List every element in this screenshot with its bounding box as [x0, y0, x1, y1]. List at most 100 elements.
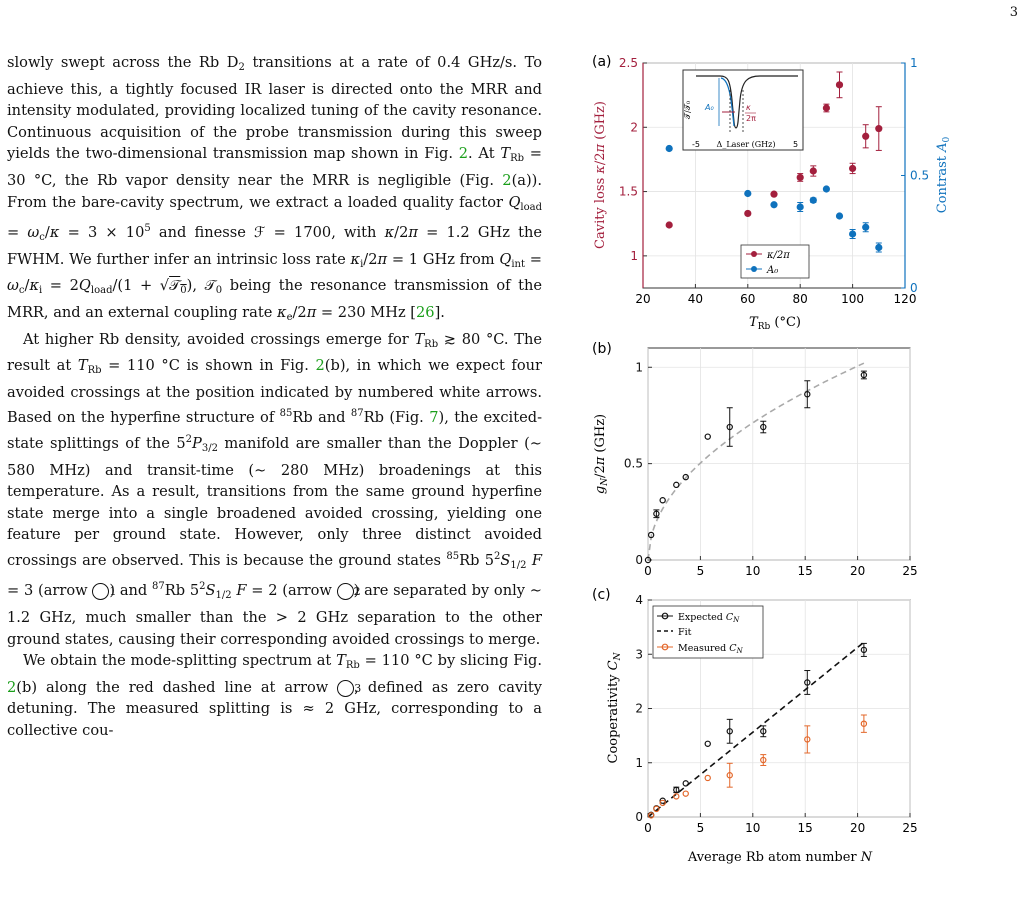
panel-a-ytick-right: 0 [910, 281, 918, 295]
panel-label-b: (b) [592, 341, 612, 357]
panel-b-ytick: 0 [635, 553, 643, 567]
panel-a-ytick-right: 1 [910, 56, 918, 70]
panel-a-kappa-point [809, 167, 817, 175]
panel-b-point [704, 433, 711, 440]
panel-c-expected-point [659, 797, 666, 804]
panel-a-ylabel-left: Cavity loss κ/2π (GHz) [593, 101, 608, 249]
panel-a-xlabel: TRb (°C) [749, 315, 801, 332]
legend-fit: Fit [678, 627, 692, 638]
panel-a-contrast-point [822, 185, 830, 193]
body-text-column: slowly swept across the Rb D2 transition… [7, 52, 542, 742]
panel-b-xtick: 15 [798, 564, 813, 578]
panel-c-fit-line [647, 641, 865, 818]
inset-ylabel: 𝒯/𝒯₀ [683, 101, 692, 119]
inset-label-a0: A₀ [704, 103, 714, 112]
page-number: 3 [1009, 5, 1018, 20]
panel-b-point [726, 423, 733, 431]
panel-c-expected-point [682, 780, 689, 787]
panel-a-kappa-point [770, 190, 778, 198]
panel-b-point [860, 371, 868, 379]
panel-a-xtick: 120 [894, 292, 917, 306]
panel-a-contrast-point [665, 144, 673, 153]
panel-c-ytick: 1 [635, 756, 643, 770]
inset-xlabel: Δ_Laser (GHz) [717, 140, 776, 149]
panel-a-kappa-point [849, 164, 857, 173]
panel-a-ytick: 1.5 [619, 185, 638, 199]
panel-c-xtick: 5 [697, 821, 705, 835]
panel-c-legend: Expected CN Fit Measured CN [652, 605, 764, 659]
panel-c-xtick: 10 [745, 821, 760, 835]
panel-c-xtick: 20 [850, 821, 865, 835]
inset-label-kappa: κ [746, 103, 751, 112]
paragraph-3: We obtain the mode-splitting spectrum at… [7, 652, 542, 740]
panel-c-measured-point [647, 812, 655, 819]
panel-c-xlabel: Average Rb atom number N [687, 850, 873, 865]
panel-a-kappa-point [796, 173, 804, 182]
panel-c-expected-point [804, 679, 811, 686]
panel-a-legend: κ/2π A₀ [740, 244, 810, 279]
panel-b-ytick: 1 [635, 360, 643, 374]
panel-a-xtick: 20 [635, 292, 650, 306]
panel-a-contrast-point [744, 189, 752, 198]
panel-c-measured-point [726, 772, 733, 779]
panel-c-measured-point [673, 793, 680, 800]
panel-b-point [682, 473, 689, 481]
panel-b-point [653, 510, 660, 517]
panel-a-kappa-point [744, 209, 752, 218]
panel-c-xtick: 0 [644, 821, 652, 835]
panel-c-ytick: 3 [635, 647, 643, 661]
paragraph-2: At higher Rb density, avoided crossings … [7, 330, 543, 648]
panel-a-contrast-point [875, 243, 883, 252]
panel-a-kappa-point [835, 81, 844, 89]
panel-a-contrast-point [862, 223, 870, 231]
panel-b-axes-box [647, 347, 911, 561]
panel-c-ytick: 2 [635, 702, 643, 716]
panel-label-a: (a) [592, 54, 612, 70]
panel-c-xtick: 25 [902, 821, 917, 835]
panel-b-xtick: 25 [902, 564, 917, 578]
panel-a-ylabel-right: Contrast A0 [935, 136, 952, 213]
panel-c: (c) 0 5 10 15 20 25 0 1 2 3 4 Average Rb atom numb… [592, 587, 918, 865]
panel-a-xtick: 40 [688, 292, 703, 306]
panel-a-contrast-point [770, 201, 778, 209]
panel-a-kappa-point [665, 221, 673, 229]
panel-c-ytick: 4 [635, 593, 643, 607]
panel-c-expected-point [704, 740, 711, 747]
panel-a-ytick: 2.5 [619, 56, 638, 70]
legend-kappa: κ/2π [766, 250, 790, 261]
panel-b-fit-curve [647, 362, 865, 561]
panel-b-xtick: 0 [644, 564, 652, 578]
panel-a-ytick: 2 [630, 120, 638, 134]
panel-b-ylabel: gN/2π (GHz) [593, 414, 610, 494]
inset-label-2pi: 2π [746, 114, 756, 123]
panel-c-measured-point [682, 790, 689, 797]
panel-c-xtick: 15 [798, 821, 813, 835]
panel-a-xtick: 100 [841, 292, 864, 306]
panel-a-contrast-point [849, 230, 857, 238]
panel-a-ytick: 1 [630, 249, 638, 263]
panel-b-point [760, 423, 767, 431]
panel-b-point [673, 481, 680, 489]
panel-a-xtick: 60 [740, 292, 755, 306]
panel-c-measured-point [760, 756, 767, 764]
legend-a0: A₀ [766, 265, 778, 276]
panel-c-measured-point [804, 736, 811, 743]
panel-a-inset: A₀ κ 2π -5 5 Δ_Laser (GHz) 𝒯/𝒯₀ [682, 69, 804, 151]
panel-a: (a) 20 40 60 80 100 120 1 1.5 2 2.5 0 0.5 1 TRb (°C)… [592, 54, 952, 332]
panel-b-ytick: 0.5 [624, 457, 643, 471]
paragraph-1: slowly swept across the Rb D2 transition… [7, 54, 543, 323]
panel-a-kappa-point [822, 104, 830, 112]
panel-a-xtick: 80 [793, 292, 808, 306]
panel-c-measured-point [860, 720, 868, 727]
panel-a-kappa-point [875, 124, 883, 133]
panel-b-point [644, 556, 652, 564]
panel-c-measured-point [653, 805, 660, 813]
panel-b-xtick: 5 [697, 564, 705, 578]
inset-xtick-right: 5 [793, 140, 798, 149]
panel-b-point [804, 391, 811, 398]
panel-b-xtick: 10 [745, 564, 760, 578]
panel-a-kappa-point [862, 132, 870, 140]
panel-c-expected-point [673, 786, 680, 794]
legend-expected: Expected CN [678, 612, 740, 624]
panel-label-c: (c) [592, 587, 611, 603]
